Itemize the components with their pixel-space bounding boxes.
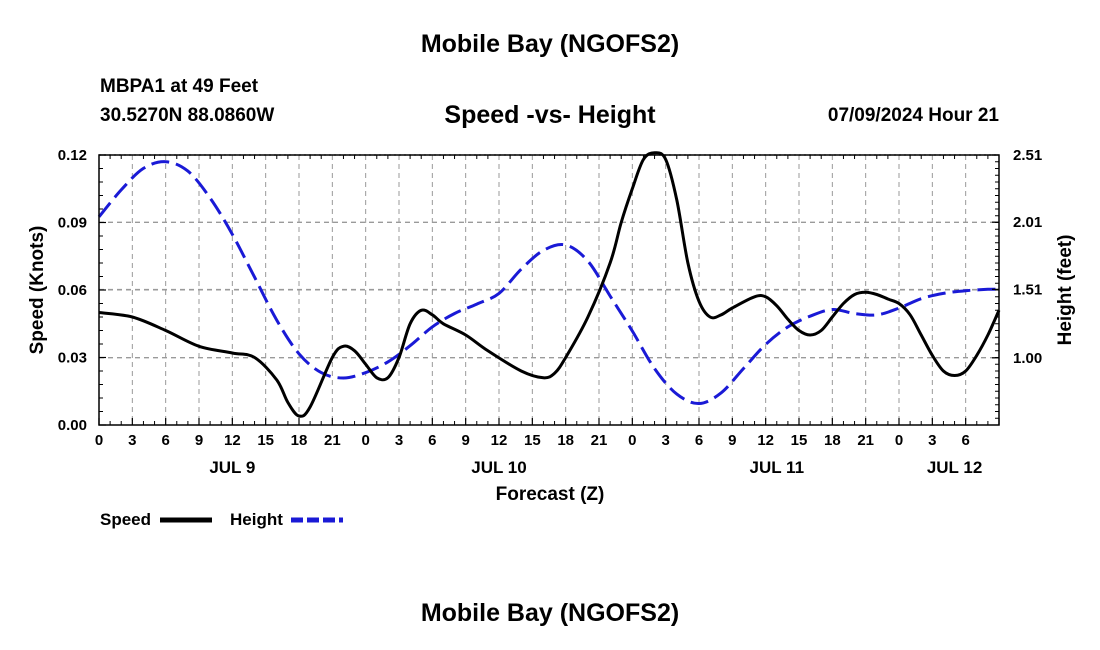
station-coordinates: 30.5270N 88.0860W <box>100 105 275 126</box>
footer-title: Mobile Bay (NGOFS2) <box>420 599 680 627</box>
page-title: Mobile Bay (NGOFS2) <box>420 30 680 58</box>
chart-subtitle: Speed -vs- Height <box>444 101 656 129</box>
y2-tick-label: 2.51 <box>1013 147 1042 164</box>
x-tick-label: 3 <box>128 432 136 449</box>
legend: Speed Height <box>100 510 343 529</box>
x-tick-label: 21 <box>857 432 874 449</box>
y-tick-label: 0.06 <box>58 282 87 299</box>
x-tick-label: 18 <box>557 432 574 449</box>
series-height-line <box>97 160 1000 406</box>
x-tick-label: 18 <box>824 432 841 449</box>
x-tick-label: 9 <box>195 432 203 449</box>
day-label: JUL 9 <box>209 458 255 477</box>
x-tick-label: 3 <box>661 432 669 449</box>
y2-axis-label: Height (feet) <box>1055 235 1076 346</box>
x-tick-label: 0 <box>95 432 103 449</box>
y-tick-label: 0.00 <box>58 417 87 434</box>
series-speed-line <box>98 151 1001 418</box>
grid-lines <box>99 154 999 425</box>
x-tick-label: 12 <box>491 432 508 449</box>
station-name: MBPA1 at 49 Feet <box>100 76 259 97</box>
forecast-run-time: 07/09/2024 Hour 21 <box>827 105 999 126</box>
x-tick-label: 3 <box>928 432 936 449</box>
x-tick-label: 0 <box>895 432 903 449</box>
x-axis-label: Forecast (Z) <box>496 484 605 505</box>
x-tick-label: 21 <box>324 432 341 449</box>
x-tick-label: 12 <box>224 432 241 449</box>
x-tick-label: 18 <box>291 432 308 449</box>
x-tick-label: 9 <box>728 432 736 449</box>
day-label: JUL 12 <box>927 458 982 477</box>
x-tick-label: 15 <box>524 432 541 449</box>
x-tick-label: 0 <box>628 432 636 449</box>
y2-tick-label: 2.01 <box>1013 214 1042 231</box>
y2-tick-label: 1.51 <box>1013 281 1042 298</box>
series-lines <box>97 151 1001 418</box>
x-tick-label: 9 <box>461 432 469 449</box>
legend-height-label: Height <box>230 510 283 529</box>
x-tick-label: 21 <box>591 432 608 449</box>
day-label: JUL 10 <box>471 458 526 477</box>
x-tick-label: 6 <box>695 432 703 449</box>
x-tick-label: 15 <box>257 432 274 449</box>
x-tick-label: 12 <box>757 432 774 449</box>
x-tick-label: 6 <box>428 432 436 449</box>
y-tick-label: 0.09 <box>58 215 87 232</box>
x-tick-label: 3 <box>395 432 403 449</box>
x-tick-label: 15 <box>791 432 808 449</box>
axes: 0 3 6 9 12 15 18 21 0 3 6 9 12 15 18 21 0 3 6 9 12 15 18 21 0 3 6 J… <box>58 147 1042 477</box>
y-tick-label: 0.12 <box>58 147 87 164</box>
day-label: JUL 11 <box>750 458 805 477</box>
y-tick-label: 0.03 <box>58 350 87 367</box>
x-tick-label: 6 <box>961 432 969 449</box>
y-axis-label: Speed (Knots) <box>27 226 48 355</box>
x-tick-label: 0 <box>361 432 369 449</box>
x-tick-label: 6 <box>161 432 169 449</box>
y2-tick-label: 1.00 <box>1013 350 1042 367</box>
legend-speed-label: Speed <box>100 510 151 529</box>
